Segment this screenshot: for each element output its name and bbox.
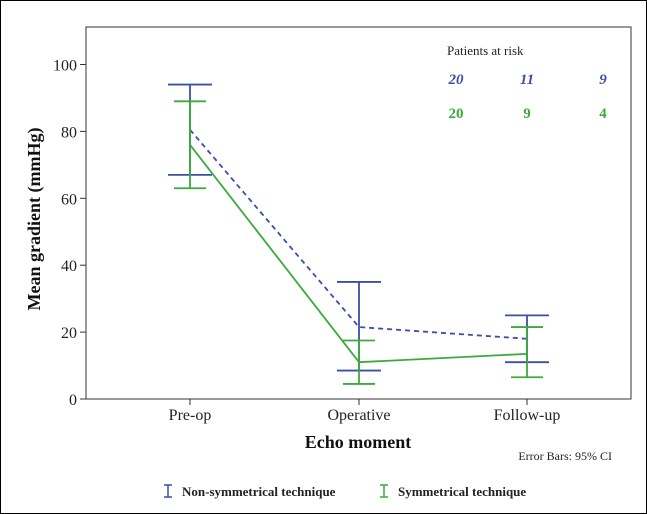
error-bars-note: Error Bars: 95% CI — [518, 449, 612, 463]
patients-at-risk-value: 9 — [599, 72, 607, 88]
series-line — [189, 129, 528, 340]
y-tick-label: 100 — [53, 58, 77, 75]
patients-at-risk-table: 20 11 9 20 9 4 — [448, 72, 608, 122]
patients-at-risk-value: 4 — [599, 106, 607, 122]
x-tick-label: Follow-up — [494, 407, 561, 424]
x-tick-label: Operative — [327, 407, 390, 424]
series-layer — [168, 83, 549, 385]
patients-at-risk-title: Patients at risk — [447, 43, 524, 58]
legend-label: Non-symmetrical technique — [182, 484, 336, 499]
y-axis: 0 20 40 60 80 100 — [53, 58, 86, 409]
x-axis-title: Echo moment — [305, 432, 412, 452]
x-tick-label: Pre-op — [169, 407, 212, 424]
y-tick-label: 20 — [61, 325, 77, 342]
patients-at-risk-value: 20 — [448, 72, 465, 88]
y-tick-label: 0 — [69, 392, 77, 409]
series-line — [189, 144, 528, 364]
legend-item: Non-symmetrical technique — [164, 484, 336, 499]
y-tick-label: 40 — [61, 258, 77, 275]
legend-label: Symmetrical technique — [398, 484, 526, 499]
patients-at-risk-value: 9 — [523, 106, 531, 122]
y-tick-label: 80 — [61, 124, 77, 141]
patients-at-risk-value: 20 — [449, 106, 464, 122]
legend: Non-symmetrical technique Symmetrical tec… — [164, 484, 526, 499]
series-symmetrical — [174, 100, 543, 385]
legend-item: Symmetrical technique — [380, 484, 526, 499]
patients-at-risk-value: 11 — [520, 72, 534, 88]
x-axis: Pre-op Operative Follow-up — [169, 399, 561, 424]
y-tick-label: 60 — [61, 191, 77, 208]
y-axis-title: Mean gradient (mmHg) — [24, 128, 45, 311]
